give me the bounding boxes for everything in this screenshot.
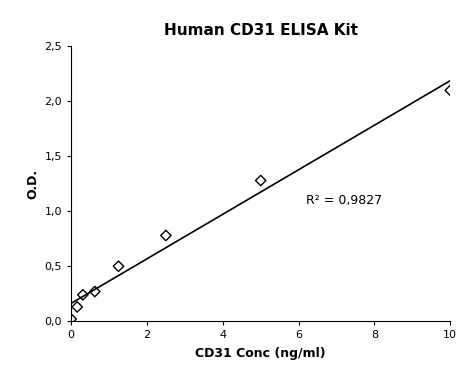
Point [162,232,170,238]
X-axis label: CD31 Conc (ng/ml): CD31 Conc (ng/ml) [195,347,326,360]
Point [79,292,87,298]
Point [67,316,75,322]
Y-axis label: O.D.: O.D. [26,169,39,199]
Point [447,87,454,94]
Point [73,304,81,310]
Point [91,288,99,295]
Point [257,177,264,183]
Point [115,263,122,269]
Title: Human CD31 ELISA Kit: Human CD31 ELISA Kit [164,23,358,38]
Text: R² = 0,9827: R² = 0,9827 [306,194,383,207]
